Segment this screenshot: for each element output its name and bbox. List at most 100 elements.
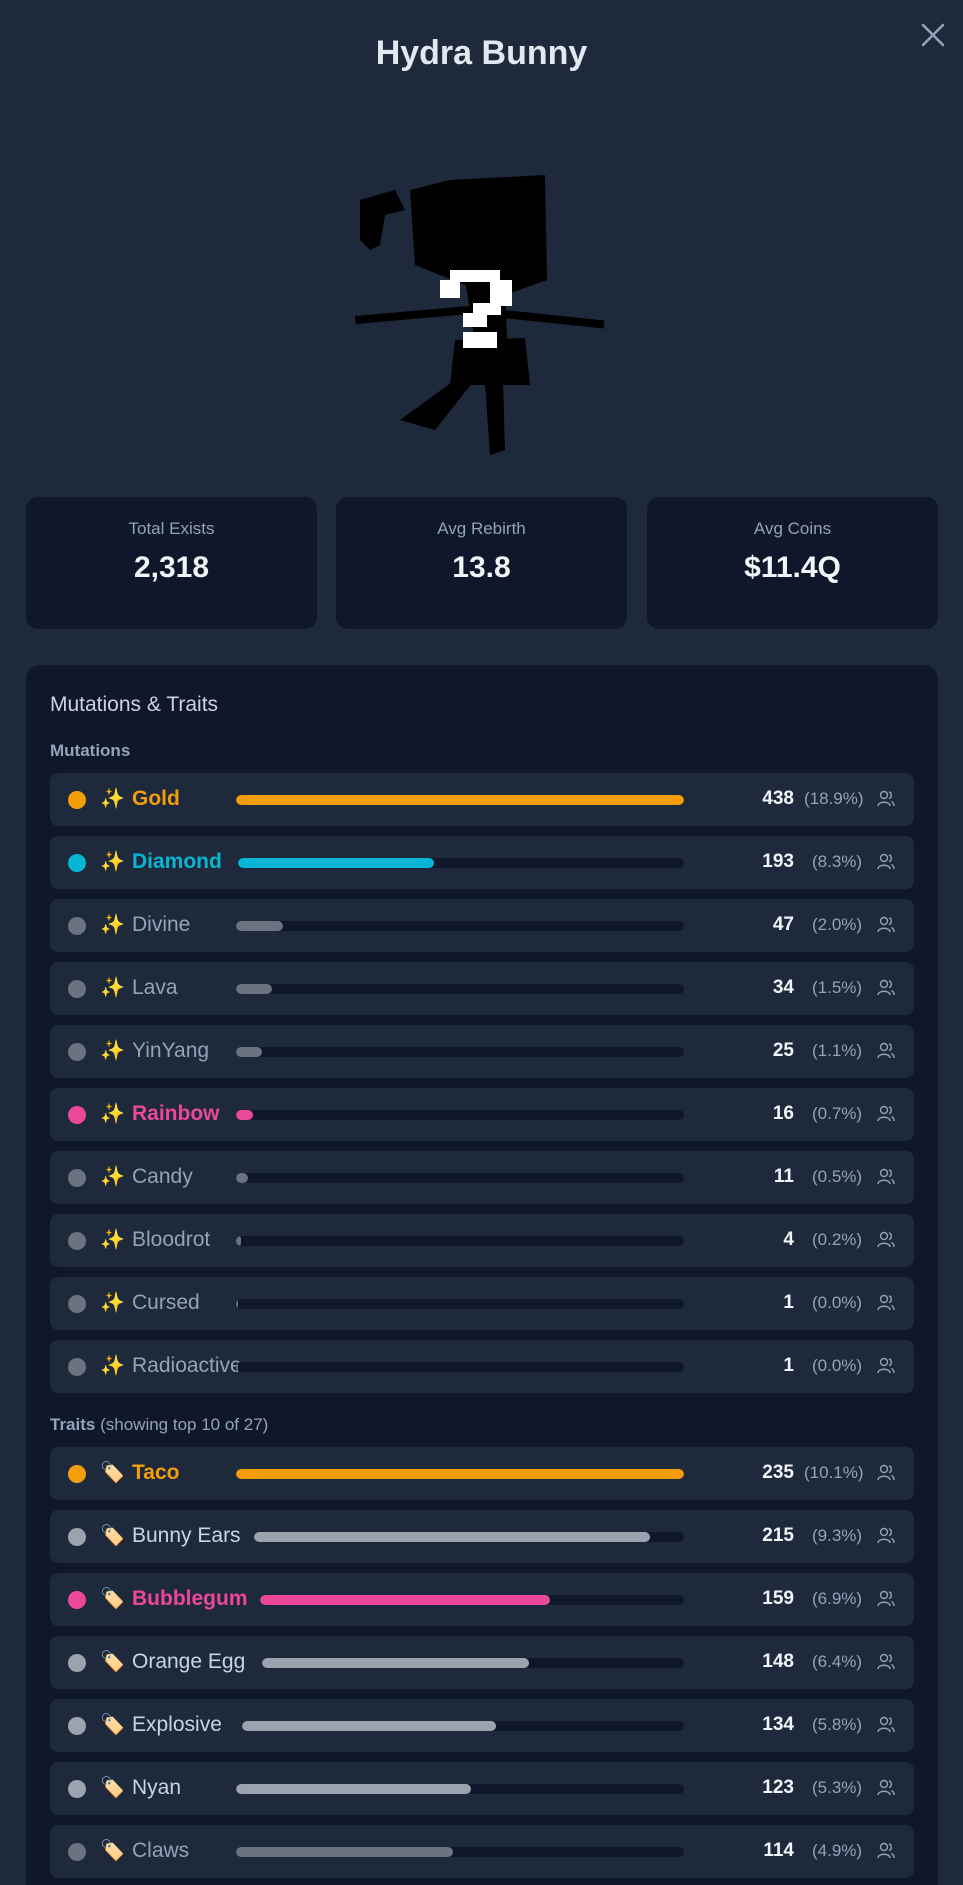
share-bar-fill [236,1110,253,1120]
stat-value: $11.4Q [744,551,841,584]
share-bar-fill [236,1847,454,1857]
sparkles-icon: ✨ [100,851,125,873]
stat-value: 13.8 [452,551,511,584]
users-icon[interactable] [876,1526,896,1546]
rarity-dot [68,1780,86,1798]
mutation-name: Gold [132,787,180,810]
mutation-row[interactable]: ✨ Diamond 193 (8.3%) [50,836,914,889]
owner-percent: (0.5%) [812,1167,863,1186]
owner-count: 47 [772,914,794,935]
mutation-row[interactable]: ✨ Cursed 1 (0.0%) [50,1277,914,1330]
trait-row[interactable]: 🏷️ Taco 235 (10.1%) [50,1447,914,1500]
traits-section-label: Traits (showing top 10 of 27) [50,1415,268,1435]
rarity-dot [68,1169,86,1187]
share-bar-fill [236,921,284,931]
trait-name: Nyan [132,1776,182,1799]
owner-count: 148 [762,1651,794,1672]
share-bar-fill [236,1236,241,1246]
users-icon[interactable] [876,852,896,872]
share-bar-track [236,1047,684,1057]
users-icon[interactable] [876,1652,896,1672]
stat-total-exists: Total Exists 2,318 [26,497,317,629]
mutation-name: Cursed [132,1291,200,1314]
sparkles-icon: ✨ [100,1166,125,1188]
trait-row[interactable]: 🏷️ Bunny Ears 215 (9.3%) [50,1510,914,1563]
share-bar-track [262,1658,684,1668]
mutation-name: Radioactive [132,1354,242,1377]
users-icon[interactable] [876,1841,896,1861]
rarity-dot [68,917,86,935]
users-icon[interactable] [876,1104,896,1124]
tag-icon: 🏷️ [100,1651,125,1673]
users-icon[interactable] [876,915,896,935]
mutation-row[interactable]: ✨ YinYang 25 (1.1%) [50,1025,914,1078]
owner-percent: (5.8%) [812,1715,863,1734]
owner-count: 34 [772,977,794,998]
share-bar-fill [236,1299,238,1309]
share-bar-track [260,1595,684,1605]
owner-count: 1 [783,1292,794,1313]
users-icon[interactable] [876,1041,896,1061]
users-icon[interactable] [876,1230,896,1250]
owner-percent: (2.0%) [812,915,863,934]
tag-icon: 🏷️ [100,1525,125,1547]
trait-name: Claws [132,1839,190,1862]
stat-label: Avg Coins [753,519,832,538]
rarity-dot [68,1295,86,1313]
rarity-dot [68,1843,86,1861]
owner-percent: (0.0%) [812,1293,863,1312]
sparkles-icon: ✨ [100,1103,125,1125]
users-icon[interactable] [876,789,896,809]
close-icon[interactable] [918,20,948,50]
share-bar-fill [236,1047,263,1057]
share-bar-track [236,795,684,805]
users-icon[interactable] [876,1356,896,1376]
share-bar-track [236,1110,684,1120]
stat-label: Total Exists [128,519,215,538]
mutation-name: Lava [132,976,178,999]
mutation-row[interactable]: ✨ Rainbow 16 (0.7%) [50,1088,914,1141]
owner-count: 215 [762,1525,794,1546]
rarity-dot [68,1232,86,1250]
trait-name: Bubblegum [132,1587,248,1610]
trait-row[interactable]: 🏷️ Explosive 134 (5.8%) [50,1699,914,1752]
owner-count: 438 [762,788,794,809]
traits-count-note: (showing top 10 of 27) [100,1415,269,1434]
users-icon[interactable] [876,1167,896,1187]
trait-row[interactable]: 🏷️ Bubblegum 159 (6.9%) [50,1573,914,1626]
share-bar-track [236,1299,684,1309]
owner-percent: (0.2%) [812,1230,863,1249]
rarity-dot [68,1591,86,1609]
share-bar-track [236,1784,684,1794]
users-icon[interactable] [876,978,896,998]
rarity-dot [68,1358,86,1376]
owner-count: 193 [762,851,794,872]
mutation-row[interactable]: ✨ Candy 11 (0.5%) [50,1151,914,1204]
mutation-row[interactable]: ✨ Divine 47 (2.0%) [50,899,914,952]
owner-count: 123 [762,1777,794,1798]
trait-row[interactable]: 🏷️ Orange Egg 148 (6.4%) [50,1636,914,1689]
owner-percent: (6.4%) [812,1652,863,1671]
mutation-row[interactable]: ✨ Radioactive 1 (0.0%) [50,1340,914,1393]
mutation-row[interactable]: ✨ Lava 34 (1.5%) [50,962,914,1015]
traits-label: Traits [50,1415,96,1434]
trait-row[interactable]: 🏷️ Claws 114 (4.9%) [50,1825,914,1878]
users-icon[interactable] [876,1463,896,1483]
share-bar-fill [236,795,684,805]
users-icon[interactable] [876,1778,896,1798]
owner-percent: (18.9%) [804,789,864,808]
share-bar-track [236,1236,684,1246]
hidden-brainrot-silhouette [355,175,605,455]
users-icon[interactable] [876,1293,896,1313]
mutation-row[interactable]: ✨ Gold 438 (18.9%) [50,773,914,826]
tag-icon: 🏷️ [100,1588,125,1610]
trait-name: Taco [132,1461,180,1484]
trait-row[interactable]: 🏷️ Nyan 123 (5.3%) [50,1762,914,1815]
users-icon[interactable] [876,1589,896,1609]
mutation-row[interactable]: ✨ Bloodrot 4 (0.2%) [50,1214,914,1267]
tag-icon: 🏷️ [100,1462,125,1484]
users-icon[interactable] [876,1715,896,1735]
owner-count: 235 [762,1462,794,1483]
owner-count: 25 [772,1040,794,1061]
page-title: Hydra Bunny [375,34,588,72]
